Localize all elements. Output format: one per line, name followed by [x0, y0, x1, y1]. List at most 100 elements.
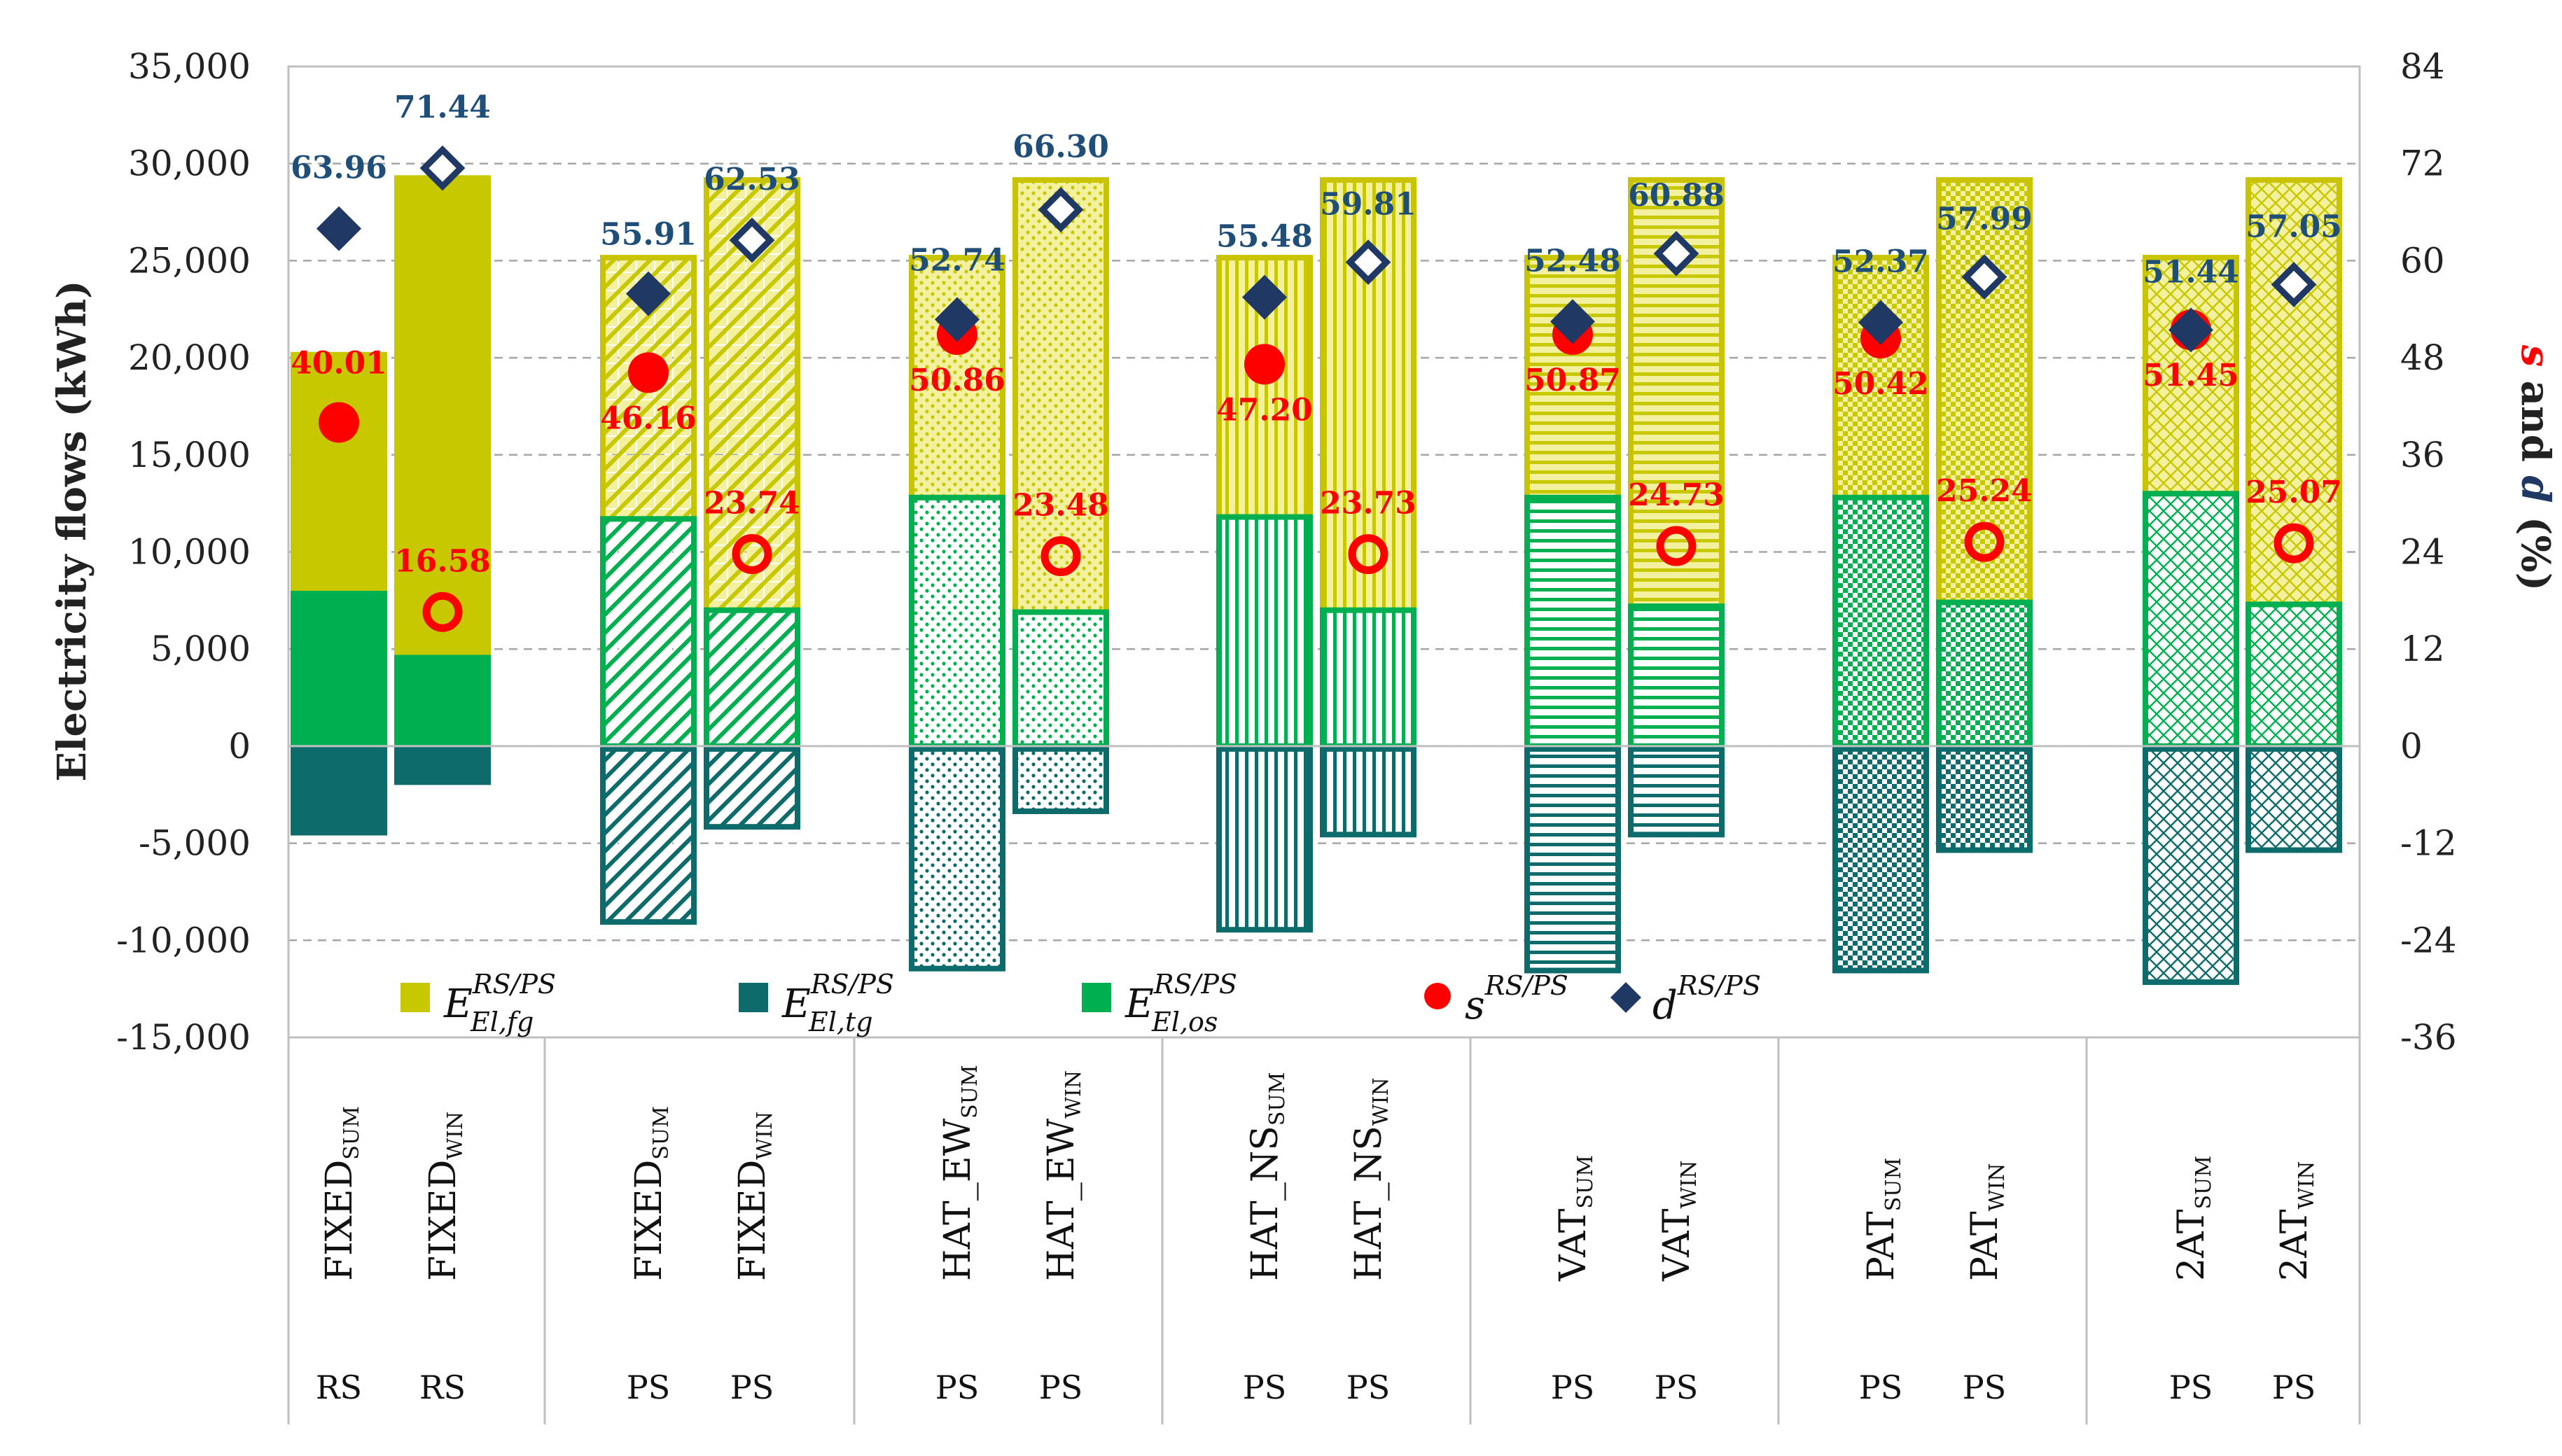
d-marker	[1038, 187, 1084, 232]
category-label: HAT_NSSUM	[1244, 1072, 1290, 1281]
marker-layer	[316, 145, 2317, 632]
system-label: PS	[1963, 1368, 2006, 1406]
y-right-tick-label: 24	[2400, 532, 2445, 573]
legend-label-s: sRS/PS	[1465, 970, 1568, 1028]
d-data-label: 62.53	[704, 162, 800, 197]
category-label: VATSUM	[1552, 1155, 1598, 1282]
category-label-base: VAT	[1552, 1208, 1594, 1282]
y-left-tick-label: 15,000	[128, 435, 251, 475]
y-right-title-unit: (%)	[2512, 503, 2558, 592]
bar-os	[1524, 494, 1621, 749]
d-data-label: 60.88	[1628, 178, 1725, 214]
system-label: RS	[419, 1368, 466, 1406]
s-data-label: 16.58	[394, 543, 491, 579]
d-marker	[1550, 299, 1595, 344]
bar-os	[600, 516, 697, 749]
d-data-label: 59.81	[1320, 187, 1416, 223]
bar-fg	[291, 351, 387, 591]
category-label-sub: WIN	[2295, 1161, 2319, 1210]
system-label: PS	[1039, 1368, 1082, 1406]
bar-os	[1320, 607, 1416, 749]
system-label: PS	[1655, 1368, 1698, 1406]
s-data-label: 50.87	[1524, 363, 1621, 398]
legend-label-os: ERS/PS El,os	[1125, 969, 1237, 1037]
category-label-sub: WIN	[1369, 1077, 1393, 1126]
legend-sup: RS/PS	[1484, 970, 1568, 1001]
legend-label-d: dRS/PS	[1652, 970, 1761, 1028]
y-left-tick-label: 35,000	[128, 46, 251, 87]
legend-main: s	[1465, 983, 1485, 1028]
bar-tg	[1012, 746, 1109, 814]
axis-layer: 35,000 30,000 25,000 20,000 15,000 10,000 5,00…	[49, 46, 2558, 1406]
y-left-tick-label: -15,000	[116, 1017, 251, 1058]
bar-fg	[1524, 255, 1621, 500]
category-label-base: HAT_EW	[1040, 1118, 1082, 1281]
y-right-tick-label: 0	[2400, 726, 2423, 766]
category-label-sub: WIN	[1677, 1161, 1701, 1209]
d-marker	[626, 271, 671, 316]
legend-label-fg: ERS/PS El,fg	[443, 969, 556, 1037]
y-left-axis-title: Electricity flows (kWh)	[49, 280, 95, 781]
system-label: PS	[2272, 1368, 2316, 1406]
y-right-tick-label: 72	[2400, 144, 2445, 184]
category-label-sub: WIN	[1061, 1070, 1086, 1119]
bar-tg	[1936, 746, 2033, 853]
legend-main: d	[1652, 983, 1678, 1028]
d-marker	[2168, 307, 2213, 353]
category-label-base: 2AT	[2274, 1209, 2316, 1281]
label-layer: 63.96 40.01 71.44 16.58 55.91 46.16 62.53 23.74…	[291, 90, 2342, 579]
category-label-base: FIXED	[422, 1160, 464, 1281]
category-label-base: HAT_NS	[1244, 1126, 1286, 1281]
d-data-label: 52.74	[909, 242, 1005, 278]
y-left-tick-label: 10,000	[128, 532, 251, 573]
category-label-sub: SUM	[1265, 1072, 1290, 1126]
bar-tg	[1216, 746, 1313, 933]
category-label-base: HAT_EW	[937, 1118, 979, 1281]
d-data-label: 52.48	[1524, 243, 1621, 279]
bar-fg	[394, 175, 491, 655]
bar-os	[2246, 601, 2342, 749]
legend-swatch-fg	[401, 983, 430, 1012]
s-data-label: 51.45	[2143, 358, 2239, 393]
category-label: HAT_EWSUM	[937, 1065, 982, 1281]
d-marker	[1242, 274, 1287, 320]
legend-sub: El,os	[1151, 1007, 1218, 1037]
d-data-label: 55.48	[1216, 219, 1313, 255]
d-data-label: 57.99	[1936, 202, 2033, 237]
category-label: PATSUM	[1860, 1158, 1906, 1281]
category-label-base: PAT	[1860, 1211, 1902, 1281]
bar-tg	[909, 746, 1005, 972]
s-marker	[1348, 534, 1388, 575]
s-data-label: 23.74	[704, 486, 800, 522]
y-right-tick-label: 60	[2400, 240, 2445, 281]
y-left-tick-label: 20,000	[128, 337, 251, 378]
y-right-tick-label: -24	[2400, 920, 2457, 960]
s-data-label: 25.07	[2246, 475, 2342, 510]
bar-fg	[2143, 255, 2239, 497]
y-right-title-d: d	[2512, 475, 2558, 503]
s-data-label: 50.42	[1832, 366, 1929, 402]
bar-fg	[1012, 177, 1109, 615]
bar-tg	[704, 746, 800, 830]
s-marker	[319, 402, 359, 443]
bar-os	[1628, 603, 1725, 749]
category-label: VATWIN	[1656, 1161, 1701, 1282]
s-marker	[422, 592, 463, 632]
category-label: FIXEDSUM	[628, 1106, 674, 1281]
legend-sub: El,fg	[470, 1007, 534, 1037]
legend-main: E	[1125, 981, 1154, 1027]
system-label: PS	[1243, 1368, 1286, 1406]
d-marker	[316, 206, 361, 251]
legend-sup: RS/PS	[472, 969, 556, 1000]
y-right-tick-label: 12	[2400, 629, 2445, 669]
s-data-label: 50.86	[909, 363, 1005, 398]
bar-layer	[288, 175, 2360, 986]
d-data-label: 52.37	[1832, 244, 1929, 280]
bar-os	[704, 607, 800, 749]
category-label-sub: SUM	[340, 1106, 364, 1160]
bar-os	[291, 590, 387, 746]
category-label-sub: WIN	[1985, 1163, 2010, 1211]
category-label: 2ATSUM	[2171, 1156, 2216, 1281]
y-left-tick-label: 0	[228, 726, 251, 766]
